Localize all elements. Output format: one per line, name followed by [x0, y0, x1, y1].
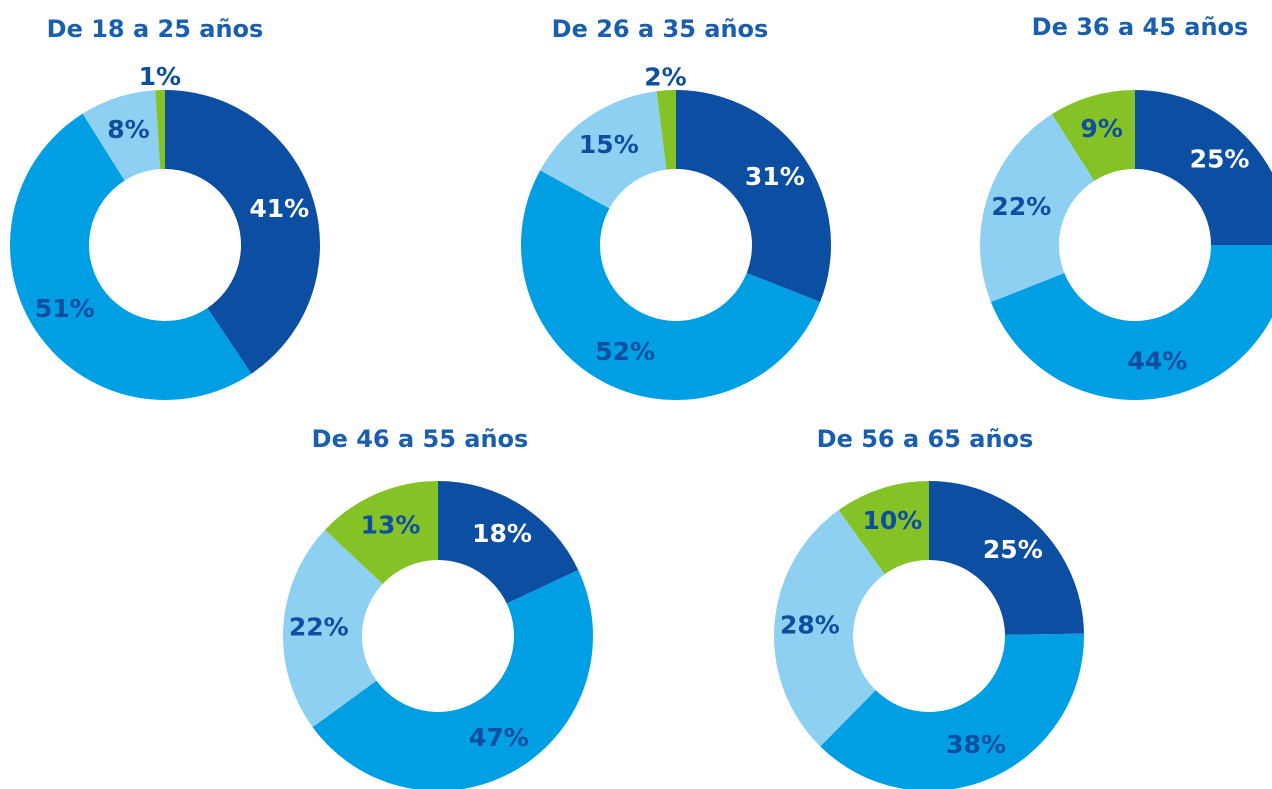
donut-segment	[520, 170, 821, 401]
data-label: 25%	[1190, 145, 1250, 174]
data-label: 51%	[35, 294, 95, 323]
data-label: 9%	[1080, 114, 1122, 143]
data-label: 28%	[780, 611, 840, 640]
donut-segment	[155, 90, 165, 170]
data-label: 44%	[1127, 346, 1187, 375]
donut-segment	[1135, 90, 1272, 245]
chart-title: De 36 a 45 años	[1032, 13, 1249, 41]
data-label: 18%	[472, 519, 532, 548]
donut-segment	[929, 481, 1084, 635]
data-label: 38%	[946, 730, 1006, 759]
donut-segment	[540, 91, 667, 209]
donut-segment	[656, 90, 676, 170]
chart-title: De 46 a 55 años	[312, 425, 529, 453]
donut-segment	[1051, 90, 1135, 181]
chart-title: De 26 a 35 años	[552, 15, 769, 43]
data-label: 22%	[289, 612, 349, 641]
donut-segment	[312, 570, 593, 789]
donut-segment	[820, 633, 1084, 789]
donut-segment	[774, 510, 885, 747]
data-label: 31%	[745, 162, 805, 191]
chart-title: De 56 a 65 años	[817, 425, 1034, 453]
donut-segment	[980, 114, 1095, 303]
donut-segment	[676, 90, 831, 303]
data-label: 47%	[469, 723, 529, 752]
data-label: 10%	[863, 506, 923, 535]
donut-segment	[838, 481, 929, 575]
donut-segment	[82, 90, 161, 181]
data-label: 2%	[644, 62, 686, 91]
chart-title: De 18 a 25 años	[47, 15, 264, 43]
data-label: 15%	[579, 130, 639, 159]
data-label: 25%	[983, 535, 1043, 564]
donut-segment	[283, 529, 383, 728]
data-label: 1%	[139, 62, 181, 91]
donut-segment	[9, 113, 252, 401]
donut-segment	[165, 90, 320, 374]
data-label: 22%	[991, 192, 1051, 221]
donut-segment	[990, 245, 1272, 400]
donut-segment	[325, 481, 438, 584]
donut-segment	[438, 481, 579, 604]
data-label: 13%	[361, 510, 421, 539]
data-label: 52%	[595, 337, 655, 366]
data-label: 41%	[249, 194, 309, 223]
data-label: 8%	[107, 115, 149, 144]
